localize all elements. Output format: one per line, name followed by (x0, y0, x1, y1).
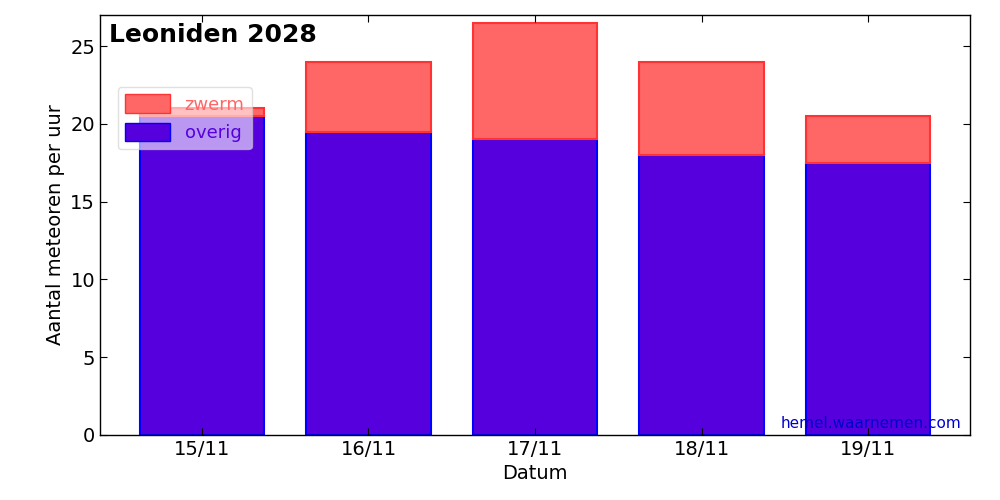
Bar (806, 116, 930, 163)
Bar (140, 116, 264, 435)
X-axis label: Datum: Datum (502, 464, 568, 483)
Bar (306, 62, 431, 132)
Bar (306, 132, 431, 435)
Bar (806, 163, 930, 435)
Text: hemel.waarnemen.com: hemel.waarnemen.com (781, 416, 961, 431)
Y-axis label: Aantal meteoren per uur: Aantal meteoren per uur (46, 104, 65, 346)
Text: Leoniden 2028: Leoniden 2028 (109, 24, 316, 48)
Bar (639, 62, 764, 155)
Bar (140, 108, 264, 116)
Legend: zwerm, overig: zwerm, overig (118, 87, 252, 149)
Bar (473, 23, 597, 140)
Bar (639, 155, 764, 435)
Bar (473, 140, 597, 435)
